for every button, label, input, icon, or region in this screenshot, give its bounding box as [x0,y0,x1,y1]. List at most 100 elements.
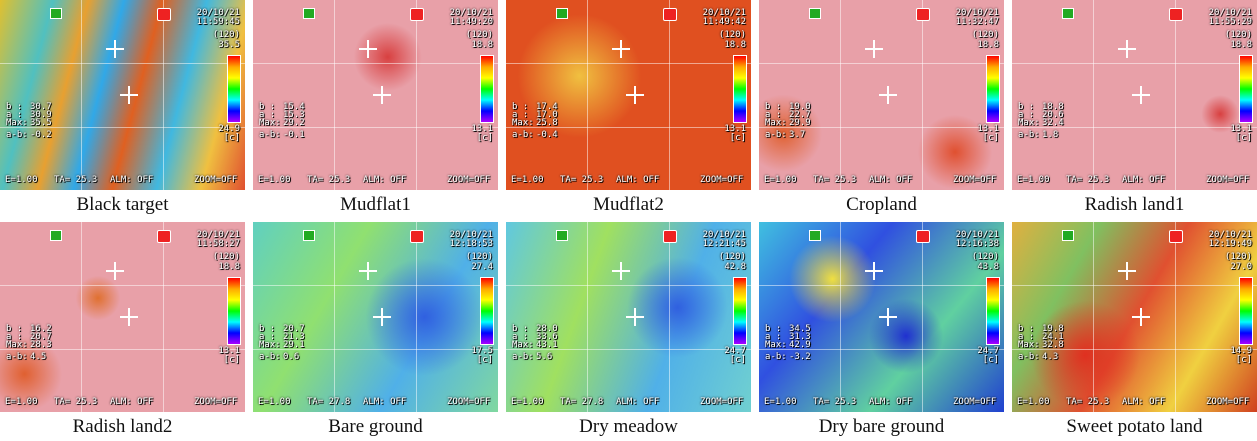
unit: [c] [983,356,999,365]
reading-label: Max: [6,341,28,350]
status: ALM: OFF [110,176,153,185]
reading-value: -0.4 [536,131,558,140]
scale-max: 18.8 [218,263,240,272]
crosshair-a [373,308,391,326]
figure: 20/10/2111:59:45(120)35.524.9[c]b :30.7a… [0,0,1257,441]
reading-value: 4.5 [30,353,46,362]
status: E=1.00 [764,176,797,185]
unit: [c] [224,134,240,143]
panel: 20/10/2111:55:29(120)18.813.1[c]b :18.8a… [1012,0,1257,216]
scale-max: 18.8 [1230,41,1252,50]
mode-icon [303,230,315,241]
reading-label: Max: [512,119,534,128]
status: ZOOM=OFF [447,398,490,407]
crosshair-b [865,40,883,58]
grid-line [840,0,841,190]
status: ALM: OFF [110,398,153,407]
mode-icon [50,230,62,241]
status: E=1.00 [1017,176,1050,185]
reading-label: a-b: [1018,131,1040,140]
caption: Mudflat1 [253,194,498,216]
grid-line [81,0,82,190]
reading-label: Max: [765,341,787,350]
thermal-image: 20/10/2111:49:20(120)18.813.1[c]b :15.4a… [253,0,498,190]
unit: [c] [730,134,746,143]
status: ALM: OFF [363,176,406,185]
grid-line [587,0,588,190]
crosshair-b [106,262,124,280]
grid-line [1175,222,1176,412]
unit: [c] [477,356,493,365]
status: TA= 27.8 [560,398,603,407]
mode-icon [1062,230,1074,241]
status: ZOOM=OFF [953,398,996,407]
camera-icon [916,230,930,243]
range: (120) [719,31,746,40]
crosshair-b [612,40,630,58]
grid-line [1175,0,1176,190]
reading-value: 28.3 [30,341,52,350]
status: ALM: OFF [616,176,659,185]
scale-max: 27.0 [1230,263,1252,272]
reading-label: a-b: [259,131,281,140]
caption: Cropland [759,194,1004,216]
reading-label: Max: [512,341,534,350]
scale-max: 18.8 [724,41,746,50]
thermal-image: 20/10/2112:16:38(120)43.824.7[c]b :34.5a… [759,222,1004,412]
crosshair-b [865,262,883,280]
range: (120) [466,253,493,262]
unit: [c] [1236,356,1252,365]
grid-line [587,222,588,412]
status: TA= 25.3 [1066,398,1109,407]
panel: 20/10/2111:58:27(120)18.813.1[c]b :16.2a… [0,222,245,438]
grid-line [922,222,923,412]
crosshair-a [373,86,391,104]
mode-icon [50,8,62,19]
grid-line [0,285,245,286]
range: (120) [1225,31,1252,40]
grid-line [253,285,498,286]
time: 12:16:38 [956,240,999,249]
thermal-image: 20/10/2111:58:27(120)18.813.1[c]b :16.2a… [0,222,245,412]
status: ALM: OFF [869,176,912,185]
reading-value: -3.2 [789,353,811,362]
grid-line [1012,63,1257,64]
camera-icon [410,230,424,243]
time: 11:55:29 [1209,18,1252,27]
status: ZOOM=OFF [1206,398,1249,407]
grid-line [81,222,82,412]
thermal-image: 20/10/2111:59:45(120)35.524.9[c]b :30.7a… [0,0,245,190]
unit: [c] [224,356,240,365]
range: (120) [972,253,999,262]
mode-icon [809,230,821,241]
grid-line [759,63,1004,64]
unit: [c] [983,134,999,143]
grid-line [253,63,498,64]
color-scale [733,277,747,345]
crosshair-b [612,262,630,280]
scale-max: 18.8 [977,41,999,50]
reading-value: 5.6 [536,353,552,362]
reading-value: -0.1 [283,131,305,140]
scale-max: 35.5 [218,41,240,50]
status: ZOOM=OFF [700,398,743,407]
panel: 20/10/2112:16:38(120)43.824.7[c]b :34.5a… [759,222,1004,438]
status: ZOOM=OFF [194,176,237,185]
grid-line [840,222,841,412]
status: ZOOM=OFF [953,176,996,185]
camera-icon [1169,8,1183,21]
reading-label: a-b: [1018,353,1040,362]
status: TA= 25.3 [54,398,97,407]
crosshair-a [879,86,897,104]
status: E=1.00 [1017,398,1050,407]
reading-value: 29.9 [789,119,811,128]
range: (120) [466,31,493,40]
reading-value: 3.7 [789,131,805,140]
status: E=1.00 [5,398,38,407]
reading-label: a-b: [765,353,787,362]
grid-line [163,0,164,190]
